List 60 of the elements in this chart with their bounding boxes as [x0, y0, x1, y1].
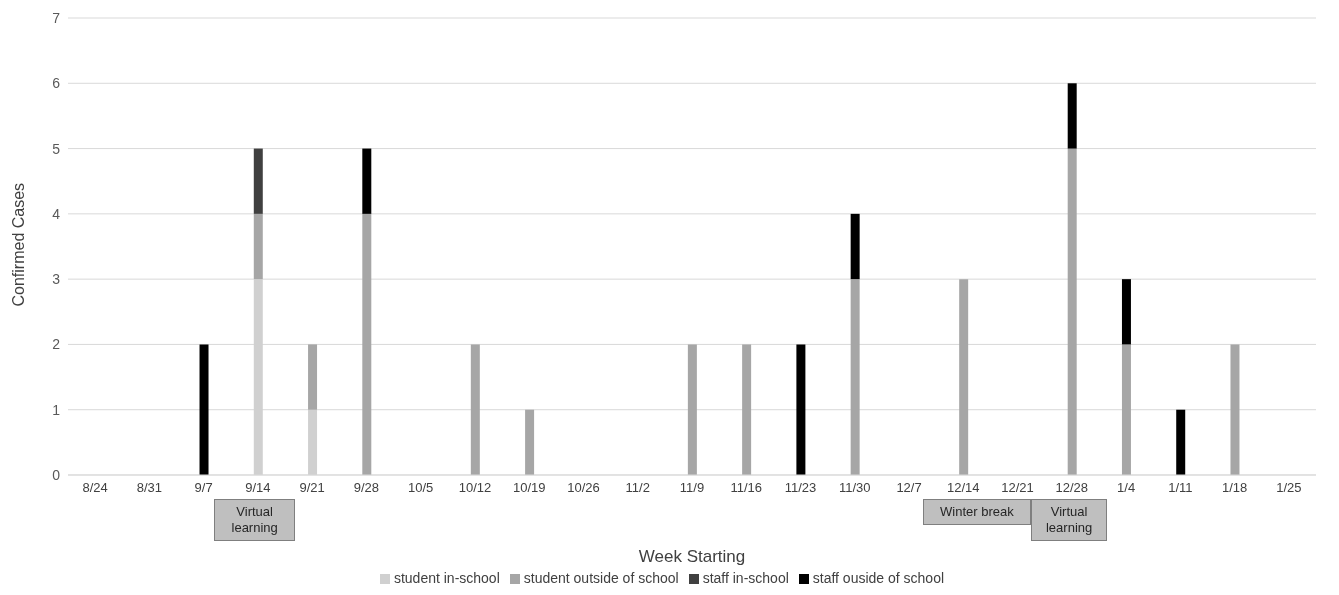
x-tick-label: 11/9 [679, 480, 705, 496]
bar [253, 148, 263, 214]
bar [525, 409, 535, 475]
x-tick-label: 10/5 [408, 480, 434, 496]
bar [1067, 83, 1077, 149]
bar [959, 279, 969, 475]
bar [362, 148, 372, 214]
x-axis-title: Week Starting [638, 547, 746, 566]
text: Virtual learning [213, 499, 296, 541]
bar [1067, 148, 1077, 475]
y-tick-label: 0 [52, 466, 61, 483]
legend-label: staff ouside of school [812, 570, 945, 586]
x-tick-label: 9/14 [245, 480, 271, 496]
bar [362, 213, 372, 475]
y-axis-title: Confirmed Cases [9, 182, 27, 307]
y-tick-label: 5 [52, 140, 61, 157]
x-tick-label: 1/25 [1276, 480, 1302, 496]
bar [470, 344, 480, 475]
bar [1121, 344, 1131, 475]
legend-label: staff in-school [702, 570, 789, 586]
bar [1230, 344, 1240, 475]
x-tick-label: 8/24 [82, 480, 108, 496]
x-tick-label: 11/30 [838, 480, 871, 496]
y-tick-label: 1 [52, 401, 61, 418]
y-tick-label: 3 [52, 271, 61, 288]
x-tick-label: 8/31 [136, 480, 163, 496]
bar [796, 344, 806, 475]
bar [1121, 279, 1131, 345]
x-tick-label: 10/19 [512, 480, 546, 496]
bar [308, 344, 318, 410]
x-tick-label: 1/11 [1168, 480, 1193, 496]
x-tick-label: 9/21 [299, 480, 325, 496]
y-tick-label: 7 [52, 9, 61, 26]
y-tick-label: 2 [52, 336, 61, 353]
x-tick-label: 9/28 [353, 480, 380, 496]
legend-label: student in-school [393, 570, 500, 586]
x-tick-label: 12/28 [1055, 480, 1089, 496]
bar [253, 213, 263, 280]
x-tick-label: 10/26 [567, 480, 600, 496]
x-tick-label: 1/18 [1221, 480, 1248, 496]
x-tick-label: 11/16 [730, 480, 763, 496]
bar [199, 344, 209, 475]
bar [1176, 409, 1186, 475]
x-tick-label: 10/12 [458, 480, 492, 496]
y-tick-label: 4 [52, 205, 61, 222]
y-tick-label: 6 [52, 75, 61, 92]
x-tick-label: 11/23 [784, 480, 817, 496]
x-tick-label: 12/21 [1001, 480, 1034, 496]
bar [687, 344, 697, 475]
bar [850, 213, 860, 280]
text: Virtual learning [1031, 499, 1108, 541]
bar [742, 344, 752, 475]
x-tick-label: 12/7 [896, 480, 922, 496]
bar [850, 279, 860, 475]
x-tick-label: 11/2 [625, 480, 650, 496]
x-tick-label: 12/14 [947, 480, 980, 496]
legend-label: student outside of school [523, 570, 679, 586]
x-tick-label: 9/7 [194, 480, 213, 496]
text: Winter break [922, 499, 1032, 525]
x-tick-label: 1/4 [1117, 480, 1136, 496]
